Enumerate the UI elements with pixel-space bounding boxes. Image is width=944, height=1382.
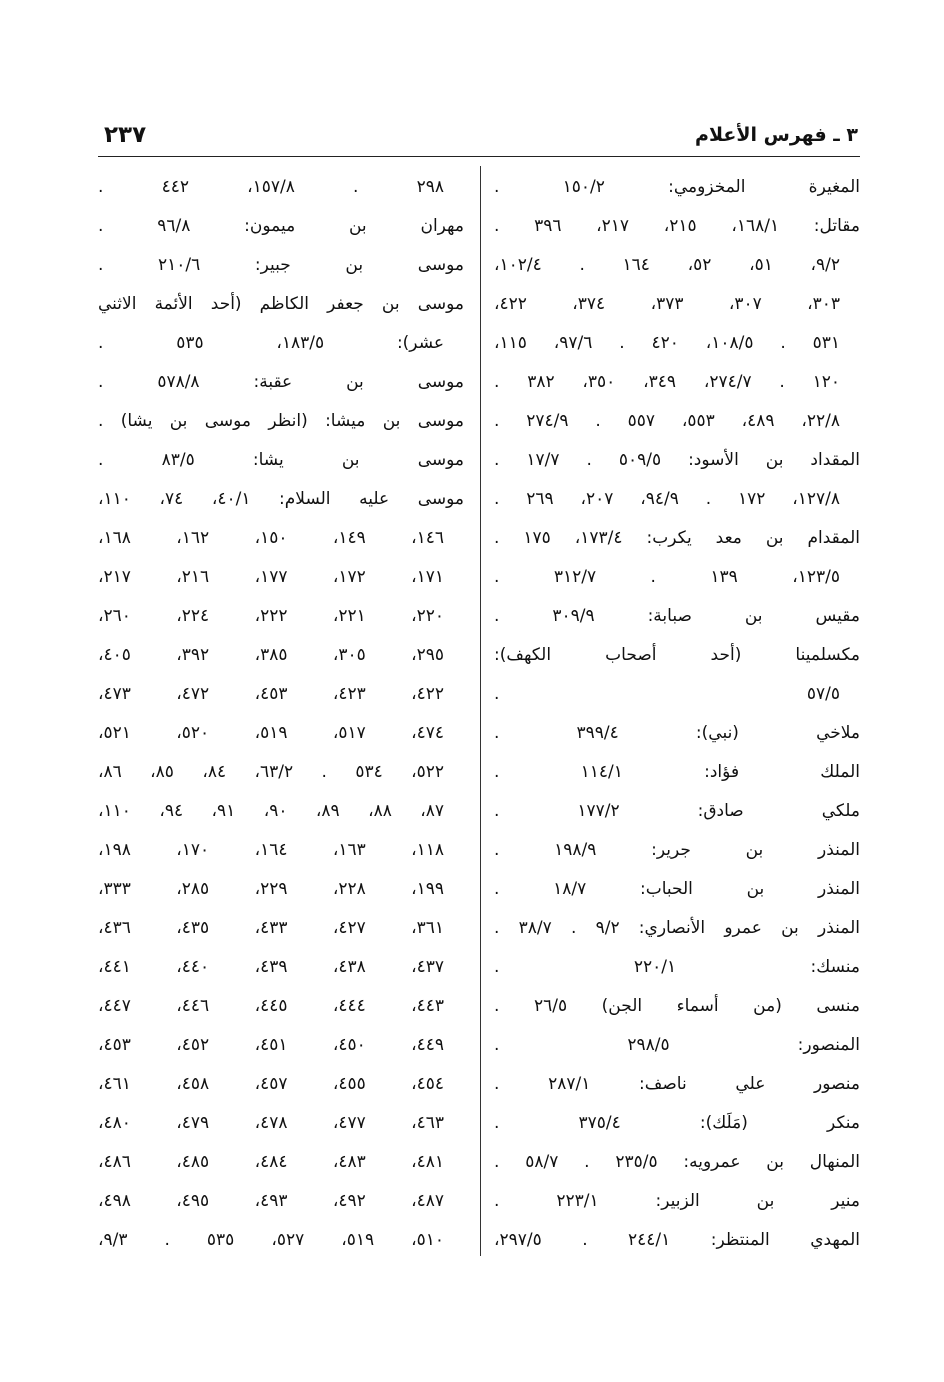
index-entry: ملاخي (نبي): ٣٩٩/٤ .: [494, 723, 860, 743]
index-entry-continuation: ٣٦١، ٤٢٧، ٤٣٣، ٤٣٥، ٤٣٦،: [98, 918, 445, 938]
index-entry: الملك فؤاد: ١١٤/١ .: [494, 762, 860, 782]
running-title: ٣ ـ فهرس الأعلام: [695, 124, 858, 146]
index-entry-continuation: ٤٤٣، ٤٤٤، ٤٤٥، ٤٤٦، ٤٤٧،: [98, 996, 445, 1016]
index-entry-continuation: ٢٩٨ . ١٥٧/٨، ٤٤٢ .: [98, 177, 444, 197]
index-entry-continuation: ١٢٧/٨، ١٧٢ . ٩٤/٩، ٢٠٧، ٢٦٩ .: [494, 489, 841, 509]
index-entry-continuation: ١١٨، ١٦٣، ١٦٤، ١٧٠، ١٩٨،: [98, 840, 445, 860]
index-entry: مقاتل: ١٦٨/١، ٢١٥، ٢١٧، ٣٩٦ .: [494, 216, 860, 236]
index-entry-continuation: ١٢٣/٥، ١٣٩ . ٣١٢/٧ .: [494, 567, 841, 587]
index-entry: منصور علي ناصف: ٢٨٧/١ .: [494, 1074, 860, 1094]
index-entry: المنذر بن عمرو الأنصاري: ٩/٢ . ٣٨/٧ .: [494, 918, 860, 938]
index-entry-continuation: ٤٨٧، ٤٩٢، ٤٩٣، ٤٩٥، ٤٩٨،: [98, 1191, 445, 1211]
index-entry-continuation: ٥٧/٥ .: [494, 684, 840, 704]
index-entry: المهدي المنتظر: ٢٤٤/١ . ٢٩٧/٥،: [494, 1230, 860, 1250]
index-entry: مهران بن ميمون: ٩٦/٨ .: [98, 216, 464, 236]
index-entry: المقدام بن معد يكرب: ١٧٣/٤، ١٧٥ .: [494, 528, 860, 548]
index-entry-continuation: ٤٧٤، ٥١٧، ٥١٩، ٥٢٠، ٥٢١،: [98, 723, 445, 743]
index-entry-continuation: ٤٤٩، ٤٥٠، ٤٥١، ٤٥٢، ٤٥٣،: [98, 1035, 445, 1055]
index-entry-continuation: ١٧١، ١٧٢، ١٧٧، ٢١٦، ٢١٧،: [98, 567, 445, 587]
index-entry: موسى بن عقبة: ٥٧٨/٨ .: [98, 372, 464, 392]
index-entry: المنذر بن جرير: ١٩٨/٩ .: [494, 840, 860, 860]
index-entry-continuation: ٢٢/٨، ٤٨٩، ٥٥٣، ٥٥٧ . ٢٧٤/٩ .: [494, 411, 841, 431]
index-entry-continuation: ٥٢٢، ٥٣٤ . ٦٣/٢، ٨٤، ٨٥، ٨٦،: [98, 762, 445, 782]
index-entry: منكر (مَلَك): ٣٧٥/٤ .: [494, 1113, 860, 1133]
index-entry-continuation: ٨٧، ٨٨، ٨٩، ٩٠، ٩١، ٩٤، ١١٠،: [98, 801, 445, 821]
index-entry: منسك: ٢٢٠/١ .: [494, 957, 860, 977]
index-entry: المغيرة المخزومي: ١٥٠/٢ .: [494, 177, 860, 197]
index-column-left: ٢٩٨ . ١٥٧/٨، ٤٤٢ . مهران بن ميمون: ٩٦/٨ .…: [98, 170, 464, 1262]
column-divider: [480, 166, 481, 1256]
index-entry: موسى عليه السلام: ٤٠/١، ٧٤، ١١٠،: [98, 489, 464, 509]
index-entry-continuation: ١٩٩، ٢٢٨، ٢٢٩، ٢٨٥، ٣٣٣،: [98, 879, 445, 899]
index-entry-continuation: ٥١٠، ٥١٩، ٥٢٧، ٥٣٥ . ٩/٣،: [98, 1230, 445, 1250]
index-entry-continuation: ٤٥٤، ٤٥٥، ٤٥٧، ٤٥٨، ٤٦١،: [98, 1074, 445, 1094]
index-entry-continuation: ١٢٠ . ٢٧٤/٧، ٣٤٩، ٣٥٠، ٣٨٢ .: [494, 372, 841, 392]
index-entry: منير بن الزبير: ٢٢٣/١ .: [494, 1191, 860, 1211]
index-entry-continuation: ٥٣١ . ١٠٨/٥، ٤٢٠ . ٩٧/٦، ١١٥،: [494, 333, 841, 353]
header-rule: [98, 156, 860, 157]
index-entry-continuation: ٤٣٧، ٤٣٨، ٤٣٩، ٤٤٠، ٤٤١،: [98, 957, 445, 977]
index-entry: موسى بن يشا: ٨٣/٥ .: [98, 450, 464, 470]
index-entry: موسى بن جبير: ٢١٠/٦ .: [98, 255, 464, 275]
page-header: ٢٣٧ ٣ ـ فهرس الأعلام: [98, 122, 858, 156]
index-entry: المنصور: ٢٩٨/٥ .: [494, 1035, 860, 1055]
page-number: ٢٣٧: [104, 122, 147, 148]
index-entry: منسى (من أسماء الجن) ٢٦/٥ .: [494, 996, 860, 1016]
index-entry-continuation: ٣٠٣، ٣٠٧، ٣٧٣، ٣٧٤، ٤٢٢،: [494, 294, 841, 314]
index-entry: المنهال بن عمرويه: ٢٣٥/٥ . ٥٨/٧ .: [494, 1152, 860, 1172]
index-entry: موسى بن ميشا: (انظر موسى بن يشا) .: [98, 411, 464, 431]
index-entry: موسى بن جعفر الكاظم (أحد الأئمة الاثني: [98, 294, 464, 314]
index-entry-continuation: ٤٨١، ٤٨٣، ٤٨٤، ٤٨٥، ٤٨٦،: [98, 1152, 445, 1172]
index-entry: مكسلمينا (أحد أصحاب الكهف):: [494, 645, 860, 665]
index-entry-continuation: ٤٦٣، ٤٧٧، ٤٧٨، ٤٧٩، ٤٨٠،: [98, 1113, 445, 1133]
index-entry: مقيس بن صبابة: ٣٠٩/٩ .: [494, 606, 860, 626]
index-entry-continuation: ١٤٦، ١٤٩، ١٥٠، ١٦٢، ١٦٨،: [98, 528, 445, 548]
index-entry: ملكي صادق: ١٧٧/٢ .: [494, 801, 860, 821]
index-entry: المنذر بن الحباب: ١٨/٧ .: [494, 879, 860, 899]
index-entry-continuation: عشر): ١٨٣/٥، ٥٣٥ .: [98, 333, 444, 353]
index-entry-continuation: ٤٢٢، ٤٢٣، ٤٥٣، ٤٧٢، ٤٧٣،: [98, 684, 445, 704]
index-entry-continuation: ٢٢٠، ٢٢١، ٢٢٢، ٢٢٤، ٢٦٠،: [98, 606, 445, 626]
index-entry-continuation: ٢٩٥، ٣٠٥، ٣٨٥، ٣٩٢، ٤٠٥،: [98, 645, 445, 665]
index-entry: المقداد بن الأسود: ٥٠٩/٥ . ١٧/٧ .: [494, 450, 860, 470]
index-column-right: المغيرة المخزومي: ١٥٠/٢ . مقاتل: ١٦٨/١، ٢…: [494, 170, 860, 1262]
index-entry-continuation: ٩/٢، ٥١، ٥٢، ١٦٤ . ١٠٢/٤،: [494, 255, 840, 275]
